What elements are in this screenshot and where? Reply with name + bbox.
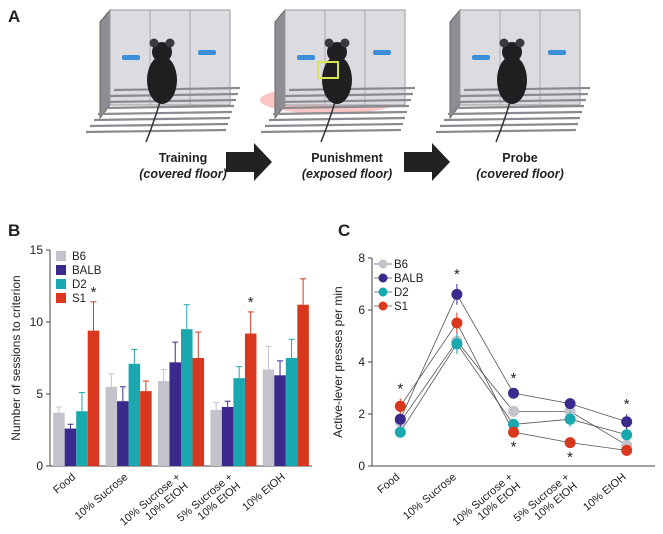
- bar: [128, 363, 141, 466]
- training-illustration: [84, 8, 242, 144]
- y-tick-label: 15: [30, 243, 44, 257]
- x-tick-label: 10% EtOH: [581, 471, 629, 514]
- y-tick-label: 10: [30, 315, 44, 329]
- bar: [53, 412, 65, 466]
- point: [621, 444, 633, 456]
- point: [621, 416, 633, 428]
- stage-subtitle: (covered floor): [476, 167, 564, 181]
- x-tick-label: 5% Sucrose + 10% EtOH: [175, 471, 243, 534]
- significance-marker: *: [91, 284, 97, 301]
- bar: [192, 358, 205, 466]
- x-tick-label: 10% Sucrose + 10% EtOH: [450, 471, 523, 534]
- point: [564, 398, 576, 410]
- legend-swatch: [56, 265, 66, 275]
- bar: [87, 330, 100, 466]
- legend-marker: [378, 301, 388, 311]
- bar: [64, 428, 77, 466]
- significance-marker: *: [397, 380, 403, 397]
- significance-marker: *: [511, 370, 517, 387]
- y-tick-label: 0: [36, 459, 43, 473]
- bar: [157, 381, 170, 466]
- y-tick-label: 2: [358, 407, 365, 421]
- point: [508, 387, 519, 399]
- point: [394, 426, 406, 438]
- legend-label: S1: [72, 293, 86, 305]
- significance-marker: *: [567, 449, 573, 466]
- stage-title: Probe: [502, 151, 537, 165]
- y-tick-label: 6: [358, 303, 365, 317]
- y-tick-label: 4: [358, 355, 365, 369]
- bar: [181, 329, 193, 466]
- point: [451, 317, 463, 329]
- y-tick-label: 8: [358, 251, 365, 265]
- bar: [210, 409, 222, 466]
- x-tick-label: 5% Sucrose + 10% EtOH: [512, 471, 580, 534]
- panel-label: C: [338, 221, 350, 240]
- legend-marker: [378, 259, 388, 269]
- y-tick-label: 5: [36, 387, 43, 401]
- point: [451, 288, 463, 300]
- point: [508, 405, 519, 417]
- bar: [297, 304, 309, 466]
- x-tick-label: 10% EtOH: [240, 471, 288, 514]
- bar: [105, 386, 118, 466]
- panel-label: B: [8, 221, 20, 240]
- legend-label: B6: [394, 259, 408, 271]
- legend-swatch: [56, 293, 66, 303]
- stage-title: Training: [159, 151, 208, 165]
- point: [394, 413, 406, 425]
- bar: [244, 333, 257, 466]
- legend-label: BALB: [394, 273, 424, 285]
- significance-marker: *: [248, 294, 254, 311]
- y-axis-label: Number of sessions to criterion: [9, 275, 23, 440]
- panel-label: A: [8, 7, 20, 26]
- point: [621, 429, 633, 441]
- bar: [169, 362, 181, 466]
- bar: [117, 401, 129, 466]
- point: [508, 418, 519, 430]
- series-line: [399, 293, 627, 423]
- bar: [274, 375, 286, 466]
- lever-highlight: [317, 61, 339, 79]
- legend-label: D2: [72, 279, 87, 291]
- point: [564, 437, 576, 449]
- x-tick-label: Food: [51, 471, 78, 496]
- y-axis-label: Active-lever presses per min: [331, 286, 345, 437]
- significance-marker: *: [624, 396, 630, 413]
- stage-subtitle: (covered floor): [139, 167, 227, 181]
- legend-label: S1: [394, 301, 408, 313]
- x-tick-label: 10% Sucrose: [401, 471, 459, 522]
- bar: [262, 369, 275, 466]
- x-tick-label: Food: [375, 471, 402, 496]
- bar: [140, 391, 152, 466]
- legend-swatch: [56, 251, 66, 261]
- bar: [285, 358, 298, 466]
- significance-marker: *: [454, 266, 460, 283]
- probe-illustration: [434, 8, 592, 144]
- legend-label: B6: [72, 251, 86, 263]
- stage-title: Punishment: [311, 151, 383, 165]
- arrow: [226, 143, 272, 181]
- legend-marker: [378, 287, 388, 297]
- bar: [76, 411, 88, 466]
- legend-marker: [378, 273, 388, 283]
- bar: [233, 378, 245, 466]
- legend-label: D2: [394, 287, 409, 299]
- legend-label: BALB: [72, 265, 102, 277]
- significance-marker: *: [511, 438, 517, 455]
- legend-swatch: [56, 279, 66, 289]
- y-tick-label: 0: [358, 459, 365, 473]
- point: [508, 426, 519, 438]
- bar: [221, 406, 234, 466]
- arrow: [404, 143, 450, 181]
- stage-subtitle: (exposed floor): [302, 167, 392, 181]
- point: [394, 400, 406, 412]
- point: [564, 413, 576, 425]
- point: [451, 338, 463, 350]
